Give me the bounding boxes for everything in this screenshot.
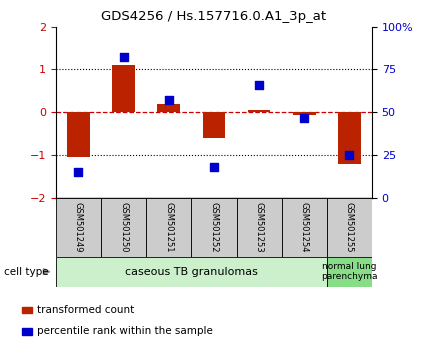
Point: [301, 115, 308, 120]
Text: GSM501251: GSM501251: [164, 202, 173, 253]
Bar: [112, 65, 135, 113]
FancyBboxPatch shape: [191, 198, 236, 257]
Bar: [203, 113, 225, 138]
FancyBboxPatch shape: [146, 198, 191, 257]
Text: GSM501255: GSM501255: [345, 202, 354, 253]
FancyBboxPatch shape: [327, 198, 372, 257]
Point: [165, 98, 172, 103]
Bar: [67, 113, 90, 158]
Point: [75, 170, 82, 175]
Text: transformed count: transformed count: [37, 305, 134, 315]
Text: normal lung
parenchyma: normal lung parenchyma: [321, 262, 378, 281]
Bar: [22, 328, 32, 335]
FancyBboxPatch shape: [56, 198, 101, 257]
Text: percentile rank within the sample: percentile rank within the sample: [37, 326, 212, 336]
Text: GSM501253: GSM501253: [255, 202, 264, 253]
Title: GDS4256 / Hs.157716.0.A1_3p_at: GDS4256 / Hs.157716.0.A1_3p_at: [101, 10, 326, 23]
FancyBboxPatch shape: [101, 198, 146, 257]
Bar: [248, 110, 270, 113]
Point: [255, 82, 262, 88]
Bar: [22, 307, 32, 313]
Point: [210, 165, 217, 170]
Bar: [157, 104, 180, 113]
Text: GSM501249: GSM501249: [74, 202, 83, 253]
FancyBboxPatch shape: [282, 198, 327, 257]
FancyBboxPatch shape: [327, 257, 372, 287]
Bar: [293, 113, 316, 115]
Text: GSM501252: GSM501252: [209, 202, 218, 253]
FancyBboxPatch shape: [56, 257, 327, 287]
Text: caseous TB granulomas: caseous TB granulomas: [125, 267, 258, 277]
Text: GSM501254: GSM501254: [300, 202, 309, 253]
FancyBboxPatch shape: [237, 198, 282, 257]
Text: cell type: cell type: [4, 267, 49, 277]
Bar: [338, 113, 361, 164]
Point: [120, 55, 127, 60]
Text: GSM501250: GSM501250: [119, 202, 128, 253]
Point: [346, 153, 353, 158]
